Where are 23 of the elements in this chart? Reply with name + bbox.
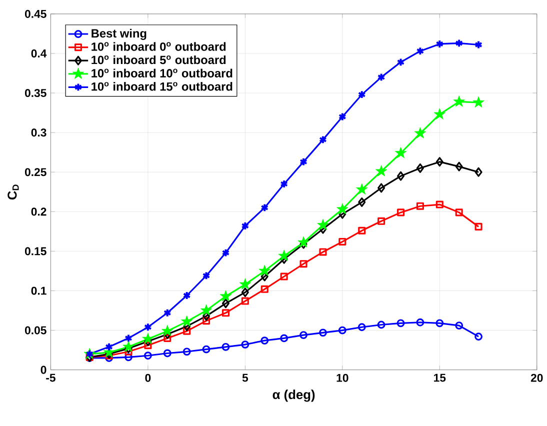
y-tick-label: 0.15	[24, 247, 46, 256]
x-tick-label: 0	[145, 374, 151, 382]
legend-label: 10$^{o}$ inboard 15$^{o}$ outboard	[92, 82, 232, 91]
legend-label: 10$^{o}$ inboard 0$^{o}$ outboard	[92, 42, 226, 52]
y-tick-label: 0.05	[24, 326, 46, 335]
x-tick-label: 15	[434, 374, 446, 382]
legend-label: 10$^{o}$ inboard 10$^{o}$ outboard	[92, 68, 232, 78]
y-tick-label: 0.1	[31, 286, 46, 296]
legend-label: 10$^{o}$ inboard 5$^{o}$ outboard	[92, 56, 226, 64]
x-axis-title: α (deg)	[272, 390, 315, 402]
y-tick-label: 0.3	[31, 128, 46, 137]
y-axis-title: C$_{D}$	[8, 184, 19, 200]
x-tick-label: 5	[242, 374, 248, 382]
y-tick-label: 0.2	[31, 208, 46, 216]
x-tick-label: 20	[530, 374, 543, 382]
x-tick-label: -5	[46, 374, 56, 382]
y-tick-label: 0.35	[24, 89, 46, 98]
x-tick-label: 10	[336, 374, 348, 382]
legend-label: Best wing	[92, 29, 146, 40]
y-tick-label: 0.45	[24, 10, 46, 18]
y-tick-label: 0.4	[31, 50, 47, 58]
y-tick-label: 0.25	[24, 168, 46, 176]
y-tick-label: 0	[40, 366, 46, 374]
